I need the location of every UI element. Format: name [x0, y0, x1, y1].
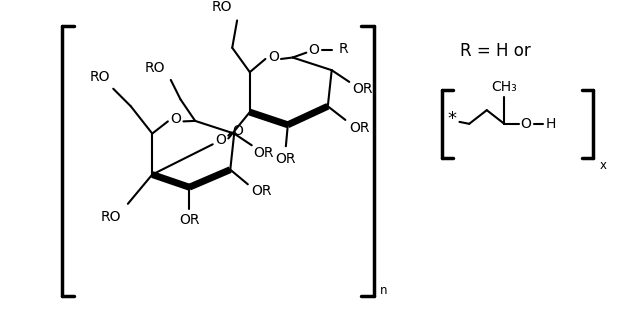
Text: OR: OR: [253, 146, 274, 160]
Text: OR: OR: [179, 214, 200, 227]
Text: O: O: [308, 43, 319, 57]
Text: O: O: [268, 50, 278, 64]
Text: R: R: [339, 42, 348, 56]
Text: O: O: [233, 124, 243, 138]
Text: O: O: [215, 133, 226, 147]
Text: O: O: [520, 117, 531, 131]
Text: RO: RO: [90, 70, 110, 84]
Text: OR: OR: [252, 184, 272, 198]
Text: O: O: [170, 112, 181, 127]
Text: OR: OR: [276, 152, 296, 166]
Text: CH₃: CH₃: [492, 80, 517, 94]
Text: x: x: [599, 159, 606, 172]
Text: OR: OR: [353, 82, 373, 96]
Text: R = H or: R = H or: [460, 42, 531, 60]
Text: *: *: [447, 110, 456, 128]
Text: OR: OR: [349, 121, 370, 135]
Text: RO: RO: [211, 0, 232, 14]
Text: RO: RO: [145, 61, 165, 75]
Text: H: H: [546, 117, 556, 131]
Text: n: n: [380, 284, 387, 297]
Text: RO: RO: [101, 210, 122, 225]
